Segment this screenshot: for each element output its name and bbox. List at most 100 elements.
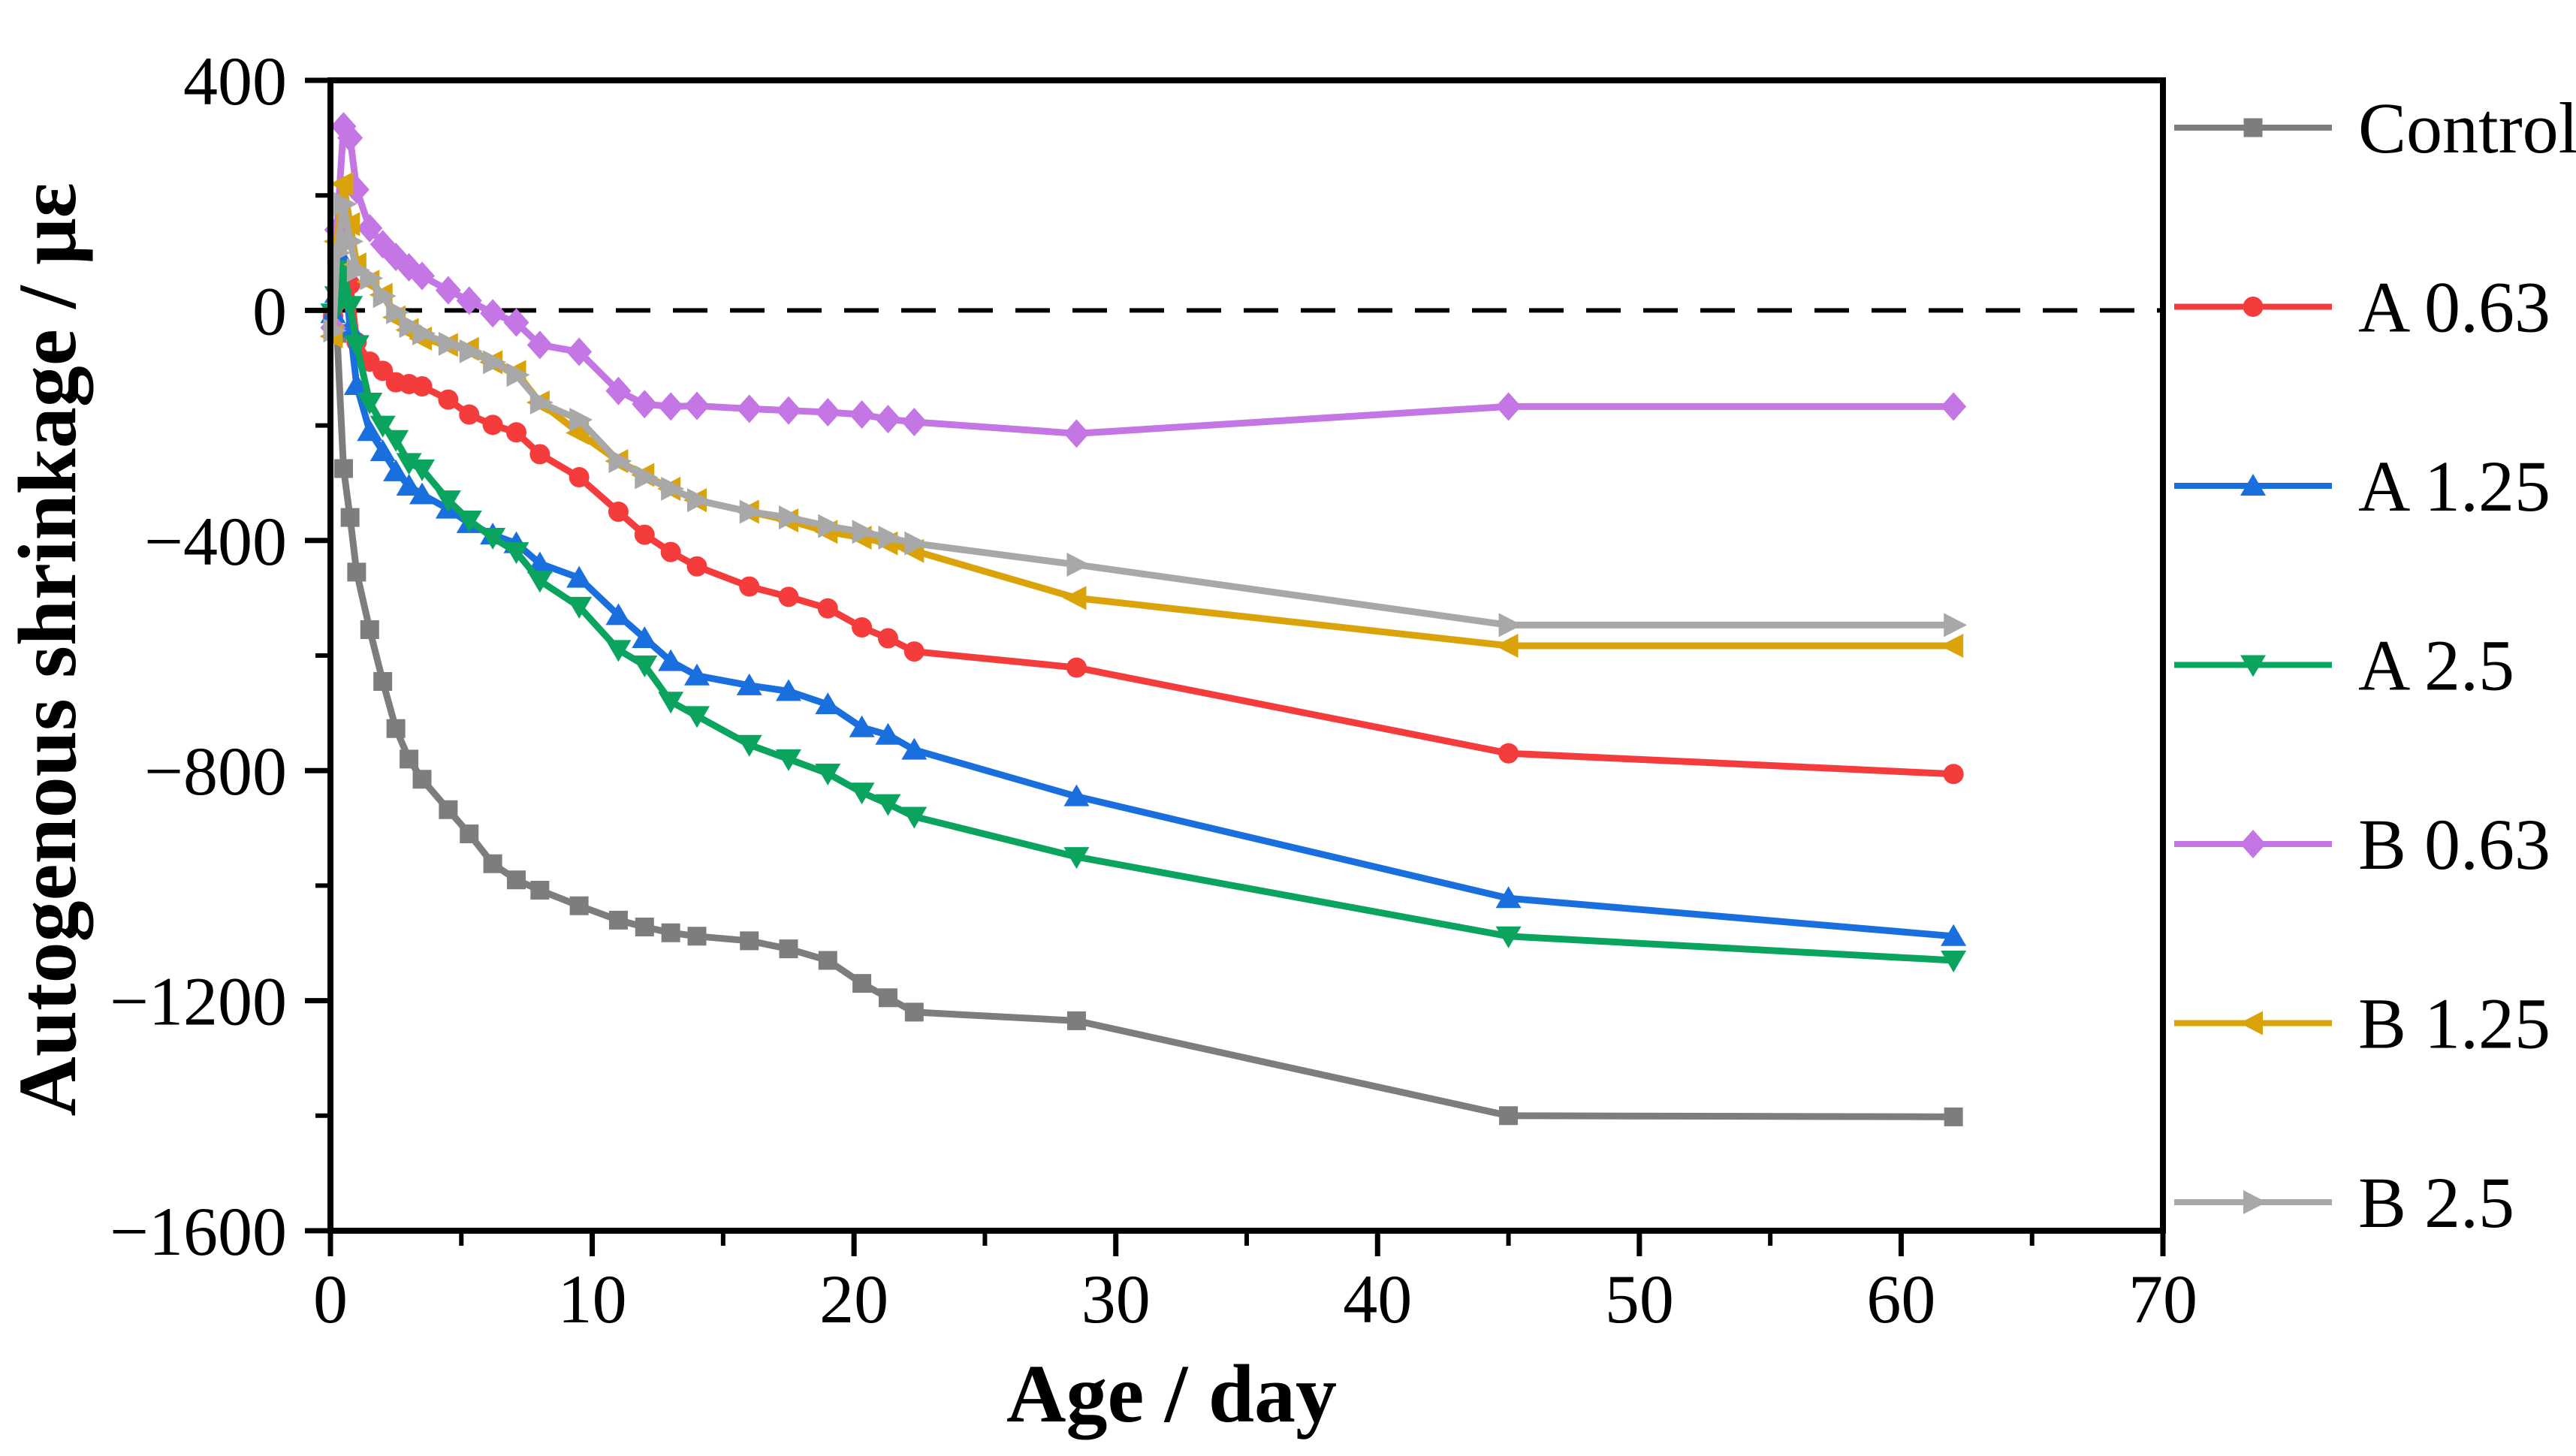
data-point-marker (459, 404, 480, 425)
data-point-marker (1941, 392, 1967, 421)
series-markers-a-0.63 (322, 274, 1964, 785)
data-point-marker (333, 459, 353, 478)
data-point-marker (526, 330, 553, 360)
data-point-marker (658, 392, 684, 421)
data-point-marker (330, 171, 354, 196)
data-point-marker (736, 734, 762, 757)
data-point-marker (343, 335, 370, 357)
x-tick-label: 30 (1081, 1261, 1151, 1337)
data-point-marker (608, 502, 629, 522)
data-point-marker (1495, 886, 1522, 909)
data-point-marker (740, 931, 759, 951)
data-point-marker (778, 586, 799, 607)
x-tick-label: 10 (558, 1261, 627, 1337)
data-point-marker (337, 123, 363, 152)
data-point-marker (566, 596, 593, 619)
legend-marker-triangle-right-icon (2243, 1190, 2267, 1214)
data-point-marker (661, 476, 685, 501)
data-point-marker (503, 308, 529, 337)
data-point-marker (383, 459, 409, 481)
data-point-marker (480, 527, 506, 550)
data-point-marker (779, 505, 802, 530)
data-point-marker (776, 749, 801, 771)
data-point-marker (739, 499, 763, 524)
data-point-marker (736, 673, 762, 695)
data-point-marker (439, 800, 458, 819)
data-point-marker (409, 261, 435, 291)
data-point-marker (1066, 1011, 1086, 1030)
data-point-marker (658, 649, 684, 671)
data-point-marker (776, 396, 801, 425)
data-point-marker (566, 565, 593, 588)
data-point-marker (658, 692, 684, 714)
data-point-marker (818, 951, 837, 970)
data-point-marker (608, 910, 628, 930)
data-point-marker (776, 679, 801, 701)
data-point-marker (370, 415, 396, 438)
data-point-marker (635, 918, 654, 937)
series-markers-b-0.63 (320, 112, 1967, 448)
legend-marker-circle-icon (2243, 297, 2264, 317)
data-point-marker (815, 764, 841, 786)
data-point-marker (360, 266, 384, 291)
data-point-marker (438, 331, 462, 356)
data-point-marker (875, 405, 901, 434)
legend-marker-triangle-left-icon (2240, 1011, 2263, 1035)
legend-item-b-2.5: B 2.5 (2174, 1162, 2514, 1243)
legend-label: B 2.5 (2358, 1162, 2514, 1243)
data-point-marker (661, 923, 680, 942)
data-point-marker (456, 510, 482, 532)
data-point-marker (736, 394, 762, 424)
data-point-marker (343, 372, 370, 395)
data-point-marker (1944, 613, 1968, 638)
data-point-marker (386, 300, 410, 324)
data-point-marker (506, 363, 530, 387)
data-point-marker (632, 656, 658, 678)
data-point-marker (815, 692, 841, 715)
data-point-marker (530, 881, 550, 900)
data-point-marker (632, 390, 658, 419)
legend-item-a-1.25: A 1.25 (2174, 446, 2550, 526)
data-point-marker (333, 191, 357, 216)
data-point-marker (739, 576, 760, 597)
legend-item-a-2.5: A 2.5 (2174, 626, 2514, 706)
data-point-marker (460, 824, 479, 843)
series-markers-a-2.5 (320, 260, 1967, 972)
data-point-marker (1940, 633, 1964, 658)
data-point-marker (849, 715, 875, 737)
data-point-marker (635, 465, 659, 490)
data-point-marker (1066, 552, 1090, 577)
data-point-marker (877, 628, 898, 649)
data-point-marker (506, 870, 526, 890)
data-point-marker (566, 337, 593, 366)
series-markers-control (323, 303, 1963, 1126)
data-point-marker (409, 459, 435, 481)
data-point-marker (1941, 950, 1967, 972)
data-point-marker (779, 939, 798, 959)
data-point-marker (608, 449, 632, 474)
legend-item-b-0.63: B 0.63 (2174, 804, 2550, 885)
data-point-marker (373, 284, 397, 309)
legend-item-a-0.63: A 0.63 (2174, 267, 2550, 348)
legend-marker-square-icon (2243, 118, 2263, 137)
y-tick-label: −400 (144, 503, 287, 580)
data-point-marker (357, 392, 383, 414)
data-point-marker (526, 571, 553, 593)
data-point-marker (605, 376, 632, 405)
data-point-marker (605, 640, 632, 662)
data-point-marker (435, 276, 461, 305)
y-tick-label: −1600 (110, 1193, 287, 1270)
data-point-marker (505, 422, 526, 443)
data-point-marker (632, 626, 658, 649)
legend-label: A 2.5 (2358, 626, 2514, 706)
data-point-marker (901, 806, 928, 829)
legend-marker-triangle-down-icon (2240, 655, 2266, 677)
data-point-marker (360, 620, 379, 640)
data-point-marker (483, 350, 507, 375)
data-point-marker (346, 258, 370, 282)
data-point-marker (852, 520, 876, 544)
legend: Control A 0.63 A 1.25 A 2.5 B 0.63 B 1.25 B 2.… (2174, 88, 2576, 1243)
data-point-marker (412, 376, 433, 397)
data-point-marker (815, 397, 841, 427)
